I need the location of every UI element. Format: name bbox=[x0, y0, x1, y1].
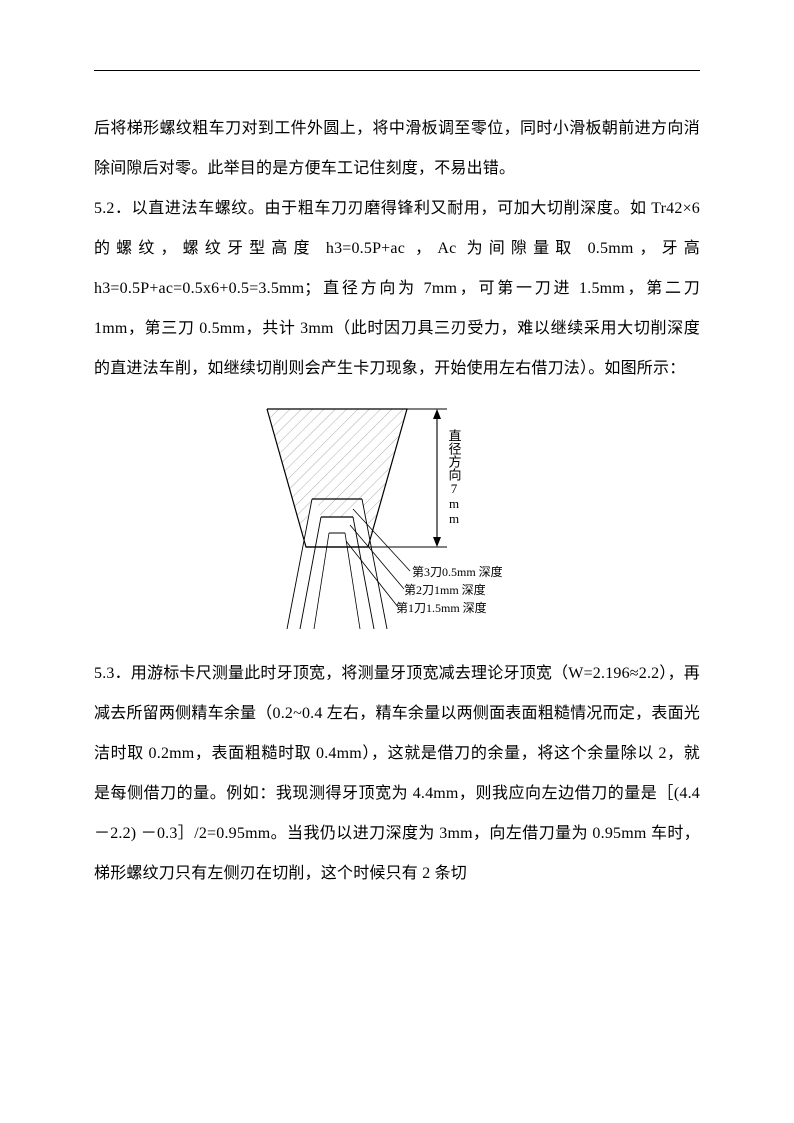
paragraph-2: 5.2．以直进法车螺纹。由于粗车刀刃磨得锋利又耐用，可加大切削深度。如 Tr42… bbox=[94, 189, 700, 389]
dim-label-vertical: 直径方向7mm bbox=[447, 429, 462, 526]
diagram-svg: 直径方向7mm 第3刀0.5mm 深度 第2刀1mm 深度 第1刀1.5mm 深… bbox=[232, 399, 562, 644]
label-cut3: 第3刀0.5mm 深度 bbox=[412, 564, 503, 579]
label-cut1: 第1刀1.5mm 深度 bbox=[396, 600, 487, 615]
top-rule bbox=[94, 70, 700, 71]
page-root: 后将梯形螺纹粗车刀对到工件外圆上，将中滑板调至零位，同时小滑板朝前进方向消除间隙… bbox=[0, 0, 794, 1123]
paragraph-1: 后将梯形螺纹粗车刀对到工件外圆上，将中滑板调至零位，同时小滑板朝前进方向消除间隙… bbox=[94, 109, 700, 189]
thread-cut-diagram: 直径方向7mm 第3刀0.5mm 深度 第2刀1mm 深度 第1刀1.5mm 深… bbox=[94, 389, 700, 654]
paragraph-3: 5.3．用游标卡尺测量此时牙顶宽，将测量牙顶宽减去理论牙顶宽（W=2.196≈2… bbox=[94, 654, 700, 894]
label-cut2: 第2刀1mm 深度 bbox=[404, 582, 486, 597]
